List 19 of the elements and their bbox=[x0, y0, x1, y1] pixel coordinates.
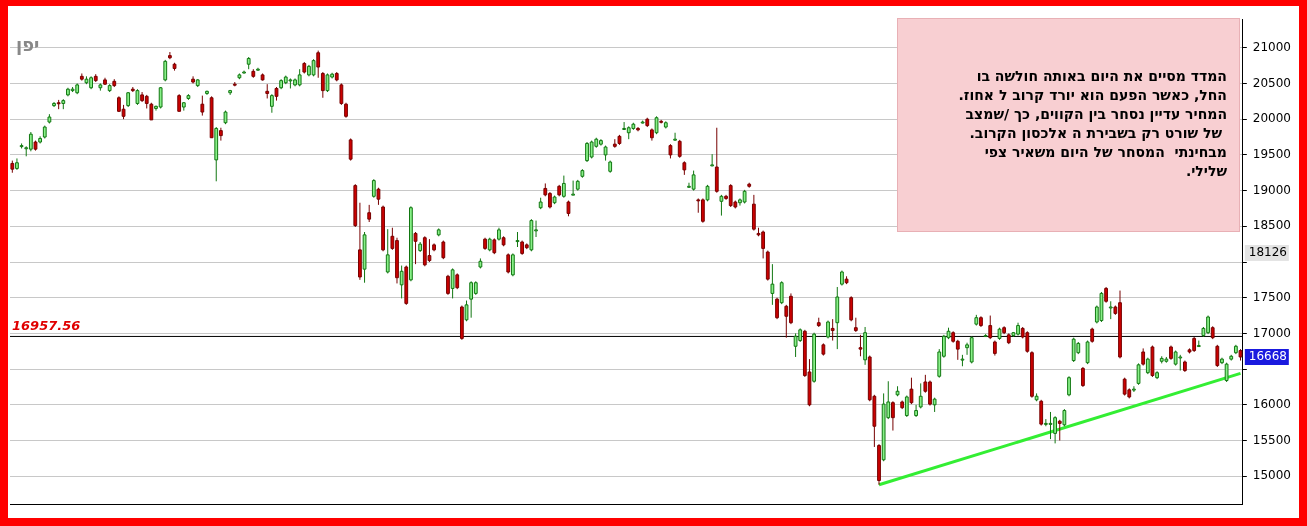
y-tick-label: 17500 bbox=[1252, 289, 1292, 304]
y-tick-label: 17000 bbox=[1252, 325, 1292, 340]
y-tick-label: 18500 bbox=[1252, 218, 1292, 233]
ref-line-label: 16957.56 bbox=[12, 318, 81, 334]
candlestick bbox=[1030, 350, 1034, 399]
text: יפן bbox=[16, 34, 40, 55]
y-tick-label: 20500 bbox=[1252, 75, 1292, 90]
candlestick bbox=[15, 157, 19, 171]
note-box: המדד מסיים את היום באותה חולשה בו החל, כאשר הפעם הוא יורד קרוב ל אחוז. המחיר עדיין נסחר בין הקווים, כך /שמצב של שורט רק בשבירת ה אלכסון הקרוב. מבחינתי המסחר של היום משאיר צפי שלילי. bbox=[897, 18, 1240, 232]
y-tick-label: 19500 bbox=[1252, 147, 1292, 162]
y-tick-label: 20000 bbox=[1252, 111, 1292, 126]
y-tick-label: 15000 bbox=[1252, 468, 1292, 483]
annotation: 16668 bbox=[1248, 349, 1288, 364]
candlestick bbox=[877, 443, 881, 486]
y-tick-label: 15500 bbox=[1252, 432, 1292, 447]
y-tick-label: 19000 bbox=[1252, 182, 1292, 197]
annotation: 18126 bbox=[1248, 245, 1288, 260]
y-tick-label: 16000 bbox=[1252, 396, 1292, 411]
y-tick-label: 21000 bbox=[1252, 39, 1292, 54]
